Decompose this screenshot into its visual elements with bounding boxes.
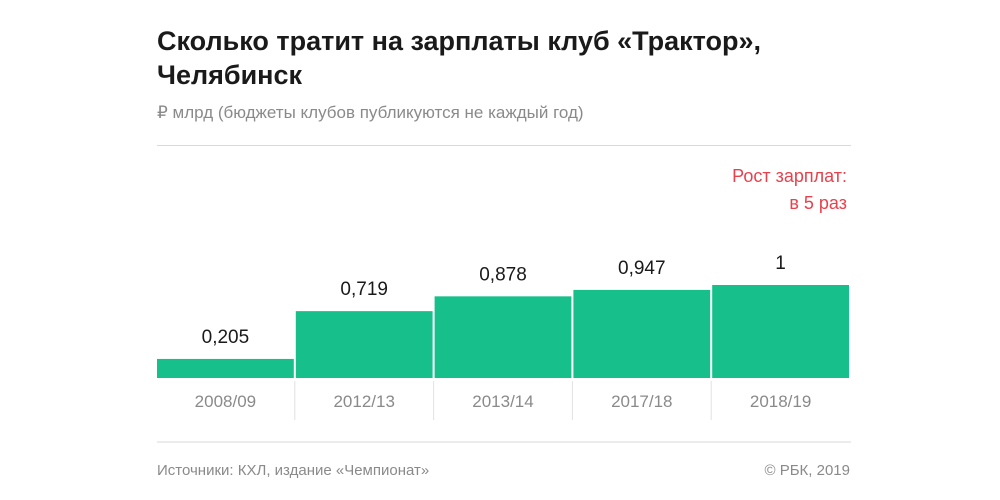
copyright: © РБК, 2019	[764, 462, 850, 479]
x-tick-label: 2012/13	[333, 392, 394, 411]
bar-2008/09	[157, 358, 294, 378]
chart-subtitle: ₽ млрд (бюджеты клубов публикуются не ка…	[157, 103, 584, 122]
x-tick-label: 2013/14	[472, 392, 533, 411]
bar-value-label: 0,947	[618, 258, 666, 279]
bar-2018/19	[712, 285, 849, 378]
bar-value-label: 0,205	[202, 327, 250, 348]
x-tick-label: 2008/09	[195, 392, 256, 411]
bar-2013/14	[434, 296, 572, 378]
growth-annotation: Рост зарплат: в 5 раз	[732, 163, 847, 217]
source-note: Источники: КХЛ, издание «Чемпионат»	[157, 462, 430, 479]
bar-value-label: 0,878	[479, 264, 527, 285]
x-tick-label: 2017/18	[611, 392, 672, 411]
bar-2017/18	[573, 289, 711, 378]
chart-title: Сколько тратит на зарплаты клуб «Трактор…	[157, 26, 762, 90]
bar-value-label: 1	[775, 253, 786, 274]
header-divider	[157, 145, 851, 146]
bar-2012/13	[295, 311, 433, 378]
bar-value-label: 0,719	[340, 279, 388, 300]
annotation-line-2: в 5 раз	[789, 193, 847, 213]
x-tick-label: 2018/19	[750, 392, 811, 411]
annotation-line-1: Рост зарплат:	[732, 166, 847, 186]
